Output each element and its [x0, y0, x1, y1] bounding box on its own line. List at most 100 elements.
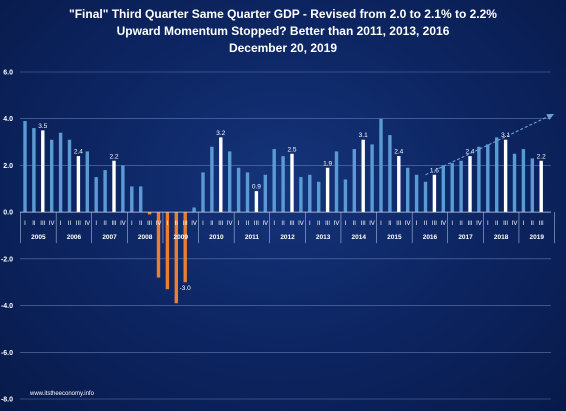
gdp-bar [361, 139, 365, 213]
quarter-tick-label: III [467, 221, 472, 227]
gdp-bar [210, 146, 214, 213]
gdp-bar [459, 160, 463, 213]
quarter-tick-label: II [139, 221, 143, 227]
year-tick-label: 2013 [316, 234, 331, 241]
gdp-bar [103, 170, 107, 213]
data-label: 0.9 [252, 184, 261, 191]
year-tick-label: 2009 [174, 234, 189, 241]
quarter-tick-label: I [131, 221, 133, 227]
gdp-bar [201, 172, 205, 213]
quarter-tick-label: III [325, 221, 330, 227]
quarter-tick-label: IV [334, 221, 340, 227]
data-label: 3.1 [359, 132, 368, 139]
quarter-tick-label: III [76, 221, 81, 227]
gdp-bar [165, 212, 170, 290]
quarter-tick-label: II [103, 221, 107, 227]
gdp-bar [281, 156, 285, 213]
gdp-bar [397, 156, 401, 213]
data-label: 3.1 [501, 132, 510, 139]
gdp-bar [477, 146, 481, 213]
quarter-tick-label: I [523, 221, 525, 227]
quarter-tick-label: II [68, 221, 72, 227]
gdp-bar [406, 167, 410, 213]
year-tick-label: 2012 [280, 234, 295, 241]
quarter-tick-label: IV [120, 221, 126, 227]
source-footer: www.itstheeconomy.info [29, 391, 95, 397]
gdp-bar [121, 165, 125, 213]
gdp-bar [58, 132, 63, 213]
gdp-bar [147, 212, 152, 215]
year-tick-label: 2014 [352, 234, 367, 241]
quarter-tick-label: I [487, 221, 489, 227]
quarter-tick-label: I [167, 221, 169, 227]
chart-title-line-2: Upward Momentum Stopped? Better than 201… [117, 24, 450, 38]
quarter-tick-label: I [238, 221, 240, 227]
gdp-bar [432, 174, 437, 213]
trend-line [425, 115, 551, 176]
data-label: -3.0 [180, 285, 192, 292]
quarter-tick-label: III [147, 221, 152, 227]
gdp-bar [468, 156, 472, 213]
year-tick-label: 2018 [494, 234, 509, 241]
gdp-bar [236, 167, 241, 213]
gdp-bar [308, 174, 312, 213]
quarter-tick-label: III [218, 221, 223, 227]
gdp-bar [325, 167, 330, 213]
quarter-tick-label: II [175, 221, 179, 227]
y-axis-ticks: 6.0 4.0 2.0 0.0 -2.0 -4.0 -6.0 -8.0 [1, 70, 13, 404]
quarter-tick-label: IV [191, 221, 197, 227]
data-label: 2.4 [465, 149, 474, 156]
quarter-tick-label: IV [476, 221, 482, 227]
quarter-tick-label: I [95, 221, 97, 227]
quarter-tick-label: I [345, 221, 347, 227]
gdp-bar [85, 151, 89, 213]
gdp-bar [94, 177, 98, 213]
quarter-tick-label: II [210, 221, 214, 227]
data-label: 2.5 [287, 146, 296, 153]
gdp-bar [50, 139, 54, 213]
x-axis: I II III IV I II III IV I II III IV I II III IV I II III IV… [20, 211, 555, 244]
gdp-bar [441, 165, 445, 213]
quarter-tick-label: III [289, 221, 294, 227]
quarter-tick-label: III [183, 221, 188, 227]
gdp-bar [112, 160, 116, 213]
gdp-bar [388, 135, 392, 213]
y-tick-label: -2.0 [1, 256, 13, 263]
gdp-bar [263, 174, 267, 213]
data-label: 1.9 [323, 160, 332, 167]
quarter-tick-label: IV [369, 221, 375, 227]
data-label: 1.6 [430, 167, 439, 174]
quarter-tick-label: II [353, 221, 357, 227]
data-labels: 3.5 2.4 2.2 -3.0 3.2 0.9 2.5 1.9 3.1 2.4 1.6 2.4 3.1… [38, 123, 546, 292]
quarter-tick-label: II [246, 221, 250, 227]
quarter-tick-label: I [202, 221, 204, 227]
quarter-tick-label: III [254, 221, 259, 227]
data-label: 2.4 [394, 149, 403, 156]
bar-series [23, 118, 543, 304]
data-label: 2.2 [109, 153, 118, 160]
quarter-tick-label: IV [440, 221, 446, 227]
gdp-bar [486, 144, 490, 213]
gdp-bar [379, 118, 383, 213]
year-tick-label: 2019 [530, 234, 545, 241]
gdp-bar [343, 179, 348, 213]
quarter-tick-label: I [380, 221, 382, 227]
year-tick-label: 2015 [387, 234, 402, 241]
gdp-bar [254, 191, 259, 213]
year-tick-label: 2017 [458, 234, 473, 241]
gdp-bar [530, 158, 534, 213]
gdp-bar [299, 177, 303, 213]
quarter-tick-label: III [361, 221, 366, 227]
quarter-tick-label: IV [156, 221, 162, 227]
trend-arrow [425, 114, 555, 176]
quarter-tick-label: II [459, 221, 463, 227]
data-label: 3.5 [38, 123, 47, 130]
quarter-tick-label: I [60, 221, 62, 227]
y-tick-label: -6.0 [1, 350, 13, 357]
year-tick-label: 2005 [31, 234, 46, 241]
gdp-bar [539, 160, 543, 213]
gdp-bar [370, 144, 374, 213]
gdp-bar [174, 212, 178, 304]
quarter-tick-label: I [416, 221, 418, 227]
